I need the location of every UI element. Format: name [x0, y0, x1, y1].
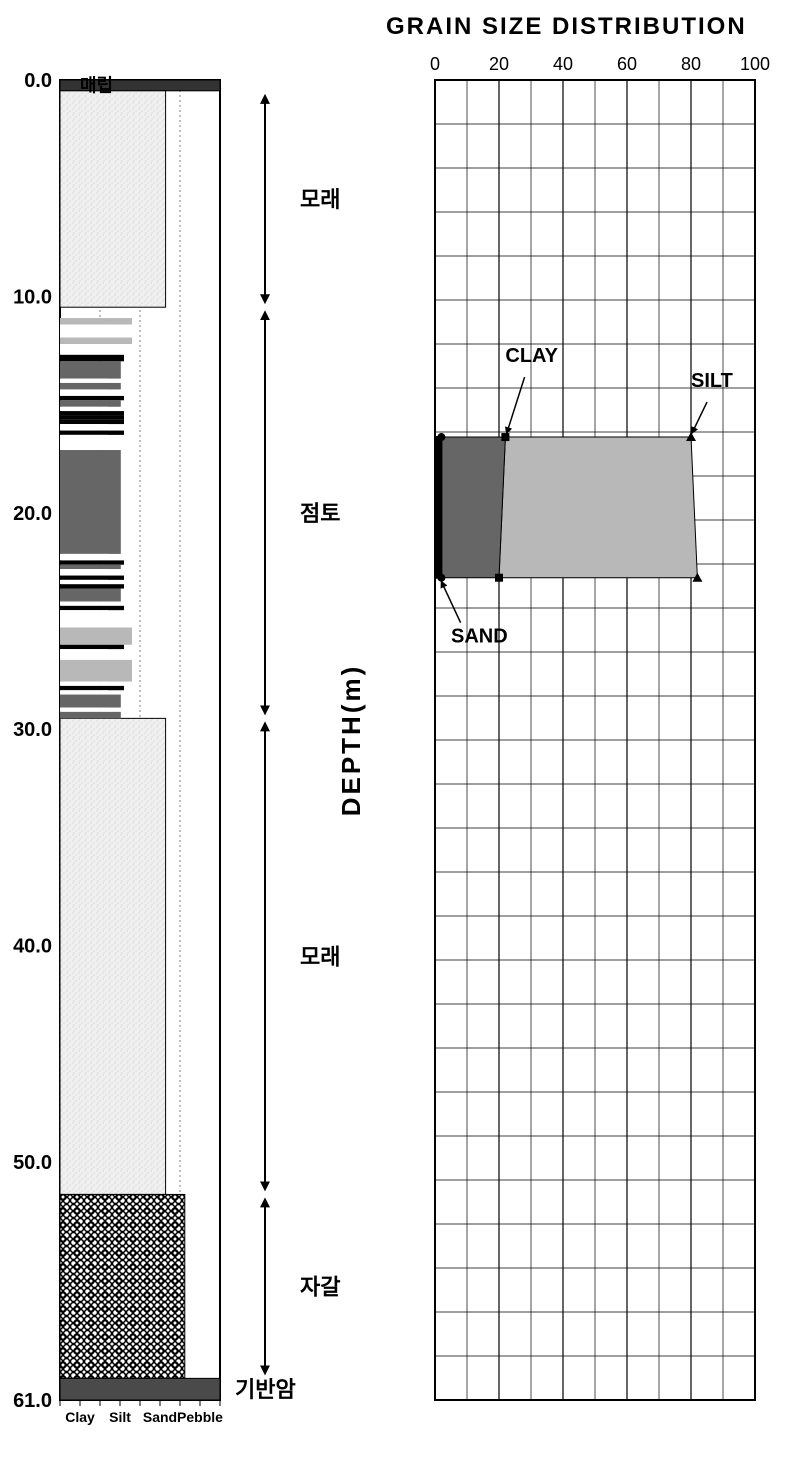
lith-bottom-label: Pebble [177, 1409, 223, 1425]
clay-band [60, 361, 121, 378]
clay-band [60, 389, 108, 395]
clay-band [60, 435, 108, 450]
clay-band [60, 576, 124, 580]
silt-label: SILT [691, 370, 733, 392]
chart-title: GRAIN SIZE DISTRIBUTION [386, 13, 747, 40]
clay-band [60, 695, 121, 708]
grain-xtick: 0 [430, 54, 440, 74]
depth-tick: 20.0 [13, 503, 52, 525]
clay-band [60, 660, 132, 682]
marker-square [495, 574, 503, 582]
clay-band [60, 396, 124, 400]
clay-band [60, 686, 124, 690]
grain-xtick: 20 [489, 54, 509, 74]
grain-xtick: 80 [681, 54, 701, 74]
clay-band [60, 400, 121, 406]
clay-area [441, 437, 505, 578]
grain-xtick: 100 [740, 54, 770, 74]
depth-tick: 40.0 [13, 936, 52, 958]
clay-band [60, 554, 108, 560]
marker-circle [437, 574, 445, 582]
depth-tick: 10.0 [13, 286, 52, 308]
marker-circle [437, 433, 445, 441]
clay-band [60, 325, 108, 338]
clay-band [60, 627, 132, 644]
clay-band [60, 649, 108, 660]
clay-band [60, 450, 121, 554]
clay-band [60, 407, 108, 411]
layer-label: 자갈 [300, 1274, 340, 1299]
fill-label: 매립 [80, 75, 113, 95]
layer-label: 점토 [300, 501, 340, 526]
depth-axis-label: DEPTH(m) [336, 664, 366, 817]
clay-band [60, 560, 124, 564]
lith-bottom-label: Clay [65, 1409, 95, 1425]
clay-band [60, 584, 124, 588]
depth-tick: 0.0 [24, 70, 52, 92]
sand-label: SAND [451, 626, 508, 648]
grain-xtick: 40 [553, 54, 573, 74]
clay-band [60, 383, 121, 389]
clay-band [60, 606, 124, 610]
lith-layer-sand-lower [60, 718, 166, 1194]
clay-band [60, 355, 124, 361]
layer-label: 모래 [300, 187, 340, 212]
clay-band [60, 712, 121, 718]
clay-band [60, 580, 108, 584]
bedrock-label: 기반암 [235, 1377, 296, 1402]
clay-band [60, 379, 108, 383]
lith-layer-sand-upper [60, 91, 166, 307]
grain-xtick: 60 [617, 54, 637, 74]
clay-band [60, 602, 108, 606]
clay-band [60, 682, 108, 686]
clay-band [60, 338, 132, 344]
lith-layer-bedrock [60, 1378, 220, 1400]
clay-band [60, 318, 132, 324]
silt-area [499, 437, 697, 578]
clay-band [60, 565, 121, 569]
clay-band [60, 411, 124, 415]
clay-band [60, 708, 108, 712]
clay-band [60, 424, 108, 430]
lith-bottom-label: Sand [143, 1409, 177, 1425]
lith-bottom-label: Silt [109, 1409, 131, 1425]
depth-tick: 30.0 [13, 719, 52, 741]
clay-band [60, 420, 124, 424]
depth-tick: 61.0 [13, 1390, 52, 1412]
marker-square [501, 433, 509, 441]
sand-area [435, 437, 441, 578]
clay-band [60, 589, 121, 602]
depth-tick: 50.0 [13, 1152, 52, 1174]
layer-label: 모래 [300, 944, 340, 969]
lith-layer-gravel [60, 1194, 185, 1378]
clay-band [60, 610, 108, 627]
diagram-svg: GRAIN SIZE DISTRIBUTION 0.0 10.0 20.0 30.0 40… [0, 0, 790, 1482]
clay-band [60, 690, 108, 694]
clay-band [60, 645, 124, 649]
clay-label: CLAY [505, 345, 558, 367]
clay-band [60, 569, 108, 575]
clay-band [60, 344, 108, 355]
clay-band [60, 431, 124, 435]
clay-band [60, 415, 124, 419]
